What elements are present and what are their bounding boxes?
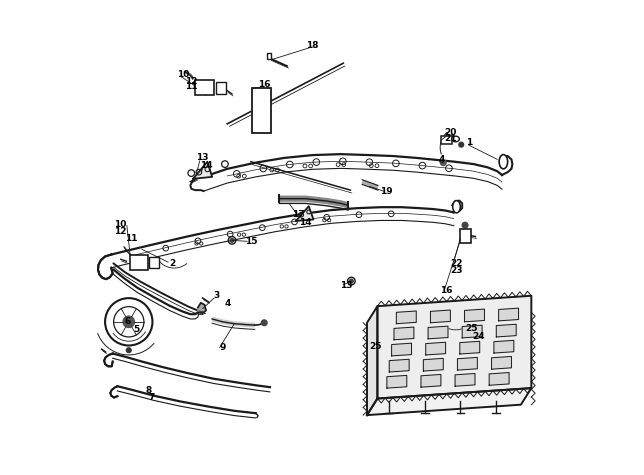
Polygon shape <box>462 325 482 338</box>
Ellipse shape <box>452 136 459 142</box>
Text: 22: 22 <box>450 259 462 268</box>
Polygon shape <box>494 341 514 353</box>
Polygon shape <box>396 311 416 323</box>
Text: 13: 13 <box>196 153 209 162</box>
Polygon shape <box>489 372 509 385</box>
Text: 4: 4 <box>439 155 445 164</box>
Text: 23: 23 <box>450 266 462 275</box>
Circle shape <box>261 320 267 325</box>
Polygon shape <box>110 386 117 398</box>
Text: 16: 16 <box>258 80 270 89</box>
Text: 3: 3 <box>214 291 220 300</box>
Polygon shape <box>498 308 518 321</box>
FancyBboxPatch shape <box>195 80 214 95</box>
Polygon shape <box>460 342 480 354</box>
Text: 14: 14 <box>299 218 312 227</box>
Polygon shape <box>497 324 516 337</box>
Circle shape <box>230 238 234 242</box>
Polygon shape <box>387 375 407 388</box>
FancyBboxPatch shape <box>252 88 271 133</box>
Polygon shape <box>430 310 450 323</box>
Polygon shape <box>104 353 113 366</box>
Polygon shape <box>296 206 314 221</box>
Polygon shape <box>98 255 113 279</box>
Text: 7: 7 <box>148 393 155 402</box>
Polygon shape <box>193 162 212 179</box>
Text: 5: 5 <box>133 325 140 334</box>
Polygon shape <box>491 356 511 369</box>
Polygon shape <box>455 373 475 386</box>
Polygon shape <box>426 342 446 355</box>
Text: 6: 6 <box>125 317 131 326</box>
Text: 20: 20 <box>444 128 457 137</box>
Ellipse shape <box>453 200 460 213</box>
Ellipse shape <box>499 155 507 169</box>
FancyBboxPatch shape <box>460 229 471 243</box>
Text: 18: 18 <box>307 41 319 50</box>
Text: 12: 12 <box>115 228 127 237</box>
Polygon shape <box>389 359 409 372</box>
Polygon shape <box>457 357 477 370</box>
Polygon shape <box>377 296 531 399</box>
Text: 13: 13 <box>341 281 353 290</box>
Text: 25: 25 <box>465 324 477 333</box>
FancyBboxPatch shape <box>267 53 271 59</box>
FancyBboxPatch shape <box>216 82 226 94</box>
Text: 10: 10 <box>177 70 189 78</box>
Polygon shape <box>392 343 412 356</box>
Circle shape <box>462 222 468 228</box>
Polygon shape <box>394 327 414 340</box>
Text: 14: 14 <box>200 161 213 170</box>
Text: 10: 10 <box>115 220 127 229</box>
Text: 9: 9 <box>220 343 226 352</box>
Text: 8: 8 <box>145 387 151 396</box>
Text: 12: 12 <box>185 76 198 86</box>
Polygon shape <box>421 374 441 387</box>
Text: 1: 1 <box>466 138 472 147</box>
Text: 17: 17 <box>292 210 305 219</box>
Circle shape <box>123 316 135 327</box>
Polygon shape <box>198 303 206 314</box>
Circle shape <box>350 279 354 283</box>
FancyBboxPatch shape <box>149 257 158 268</box>
Circle shape <box>440 160 446 165</box>
FancyBboxPatch shape <box>130 256 148 270</box>
Polygon shape <box>423 358 443 371</box>
Text: 4: 4 <box>224 299 231 308</box>
Text: 21: 21 <box>444 134 457 143</box>
Polygon shape <box>464 309 484 322</box>
Text: 11: 11 <box>185 82 198 91</box>
Polygon shape <box>367 306 377 415</box>
Text: 2: 2 <box>169 259 176 268</box>
Text: 15: 15 <box>245 237 257 246</box>
Polygon shape <box>428 326 448 339</box>
Text: 11: 11 <box>125 234 137 243</box>
Text: 25: 25 <box>370 342 383 351</box>
Circle shape <box>459 142 464 147</box>
Circle shape <box>126 348 131 352</box>
Text: 19: 19 <box>380 187 393 196</box>
Text: 24: 24 <box>472 332 484 341</box>
Text: 16: 16 <box>440 286 452 295</box>
FancyBboxPatch shape <box>441 136 452 144</box>
Polygon shape <box>367 388 531 415</box>
